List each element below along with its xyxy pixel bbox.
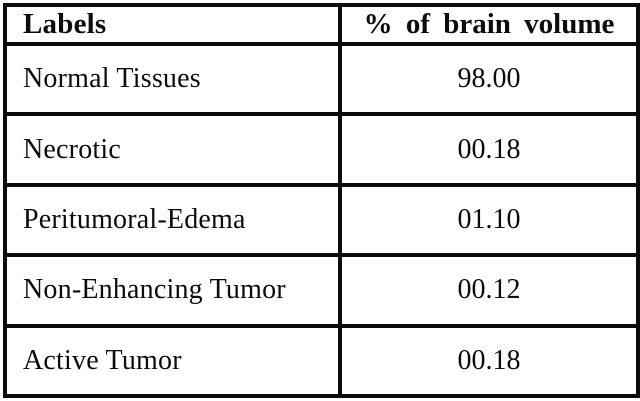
row-value-peritumoral-edema: 01.10 xyxy=(338,182,640,258)
table-row: Necrotic 00.18 xyxy=(3,112,640,187)
header-cell-labels: Labels xyxy=(3,3,342,46)
table-row: Normal Tissues 98.00 xyxy=(3,41,640,117)
table-header: Labels % of brain volume xyxy=(3,3,640,46)
row-label-active-tumor: Active Tumor xyxy=(3,323,342,399)
row-value-necrotic: 00.18 xyxy=(338,112,640,187)
header-cell-brain-volume: % of brain volume xyxy=(338,3,640,46)
row-label-peritumoral-edema: Peritumoral-Edema xyxy=(3,182,342,258)
brain-volume-table: Labels % of brain volume Normal Tissues … xyxy=(3,3,640,399)
row-label-necrotic: Necrotic xyxy=(3,112,342,187)
table-row: Peritumoral-Edema 01.10 xyxy=(3,182,640,258)
row-value-active-tumor: 00.18 xyxy=(338,323,640,399)
header-row: Labels % of brain volume xyxy=(3,3,640,46)
row-label-non-enhancing-tumor: Non-Enhancing Tumor xyxy=(3,253,342,328)
table-row: Active Tumor 00.18 xyxy=(3,323,640,399)
row-value-normal-tissues: 98.00 xyxy=(338,41,640,117)
table-body: Normal Tissues 98.00 Necrotic 00.18 Peri… xyxy=(3,41,640,399)
table-row: Non-Enhancing Tumor 00.12 xyxy=(3,253,640,328)
row-value-non-enhancing-tumor: 00.12 xyxy=(338,253,640,328)
row-label-normal-tissues: Normal Tissues xyxy=(3,41,342,117)
